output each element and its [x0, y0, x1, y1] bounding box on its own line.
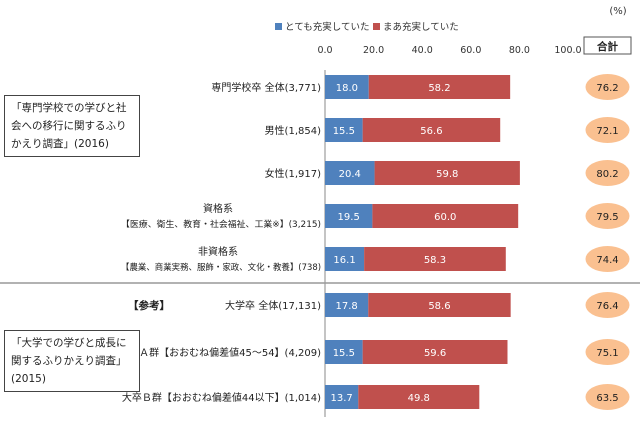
- bar-value-label: 15.5: [333, 348, 355, 359]
- total-value: 72.1: [596, 126, 618, 137]
- category-label: 大卒Ａ群【おおむね偏差値45～54】(4,209): [119, 346, 321, 359]
- bar-segment-0: [325, 204, 373, 228]
- total-value: 76.4: [596, 301, 618, 312]
- x-tick-label: 100.0: [554, 45, 581, 56]
- reference-label: 【参考】: [128, 299, 170, 312]
- category-label-detail: 【医療、衛生、教育・社会福祉、工業※】(3,215): [121, 218, 321, 230]
- total-value: 74.4: [596, 255, 618, 266]
- bar-segment-1: [364, 247, 506, 271]
- total-ellipse: [585, 292, 630, 318]
- bar-value-label: 13.7: [331, 393, 353, 404]
- totals-header-box: [583, 36, 632, 55]
- total-ellipse: [585, 339, 630, 365]
- bar-value-label: 58.2: [428, 83, 450, 94]
- survey-2015-line-1: 「大学での学びと成長に: [11, 337, 127, 349]
- survey-2016-label: 「専門学校での学びと社 会への移行に関するふり かえり調査」(2016): [4, 95, 140, 157]
- x-tick-label: 40.0: [412, 45, 433, 56]
- x-tick-label: 60.0: [460, 45, 481, 56]
- bar-segment-0: [325, 75, 369, 99]
- x-tick-label: 80.0: [509, 45, 530, 56]
- bar-value-label: 59.8: [436, 169, 458, 180]
- survey-2015-line-2: 関するふりかえり調査」: [11, 355, 127, 367]
- bar-segment-0: [325, 293, 369, 317]
- bar-value-label: 17.8: [335, 301, 357, 312]
- bar-segment-1: [368, 293, 511, 317]
- bar-value-label: 56.6: [420, 126, 442, 137]
- bar-segment-1: [362, 340, 508, 364]
- bar-value-label: 59.6: [424, 348, 446, 359]
- survey-2016-line-3: かえり調査」(2016): [11, 138, 109, 150]
- legend-swatch-0: [275, 23, 282, 30]
- total-ellipse: [585, 160, 630, 186]
- bar-segment-0: [325, 340, 363, 364]
- bar-value-label: 60.0: [434, 212, 456, 223]
- bar-value-label: 15.5: [333, 126, 355, 137]
- total-value: 63.5: [596, 393, 618, 404]
- total-ellipse: [585, 384, 630, 410]
- bar-segment-1: [362, 118, 501, 142]
- category-label: 大卒Ｂ群【おおむね偏差値44以下】(1,014): [122, 391, 321, 404]
- bar-value-label: 16.1: [333, 255, 355, 266]
- category-label: 女性(1,917): [265, 167, 322, 180]
- survey-2016-line-2: 会への移行に関するふり: [11, 120, 127, 132]
- bar-segment-0: [325, 247, 365, 271]
- survey-2016-line-1: 「専門学校での学びと社: [11, 102, 127, 114]
- total-ellipse: [585, 203, 630, 229]
- unit-label: (%): [609, 6, 626, 17]
- bar-value-label: 18.0: [336, 83, 358, 94]
- bar-segment-0: [325, 118, 363, 142]
- survey-2015-line-3: (2015): [11, 373, 46, 385]
- bar-segment-1: [358, 385, 480, 409]
- legend-swatch-1: [373, 23, 380, 30]
- category-label: 男性(1,854): [265, 124, 322, 137]
- category-label-main: 資格系: [203, 202, 233, 215]
- total-value: 80.2: [596, 169, 618, 180]
- bar-segment-0: [325, 161, 375, 185]
- bar-segment-1: [372, 204, 519, 228]
- bar-value-label: 58.6: [428, 301, 450, 312]
- x-tick-label: 0.0: [317, 45, 332, 56]
- category-label: 大学卒 全体(17,131): [225, 299, 321, 312]
- category-label-detail: 【農業、商業実務、服飾・家政、文化・教養】(738): [121, 261, 321, 273]
- bar-segment-0: [325, 385, 359, 409]
- total-ellipse: [585, 246, 630, 272]
- bar-value-label: 20.4: [339, 169, 361, 180]
- legend-label-0: とても充実していた: [285, 21, 369, 33]
- bar-value-label: 58.3: [424, 255, 446, 266]
- legend-label-1: まあ充実していた: [383, 21, 459, 33]
- total-value: 79.5: [596, 212, 618, 223]
- total-value: 75.1: [596, 348, 618, 359]
- bar-segment-1: [368, 75, 511, 99]
- survey-2015-label: 「大学での学びと成長に 関するふりかえり調査」 (2015): [4, 330, 140, 392]
- total-value: 76.2: [596, 83, 618, 94]
- x-tick-label: 20.0: [363, 45, 384, 56]
- total-ellipse: [585, 74, 630, 100]
- bar-value-label: 49.8: [408, 393, 430, 404]
- totals-header: 合計: [596, 40, 618, 53]
- bar-value-label: 19.5: [338, 212, 360, 223]
- category-label: 専門学校卒 全体(3,771): [211, 81, 321, 94]
- total-ellipse: [585, 117, 630, 143]
- bar-segment-1: [374, 161, 520, 185]
- category-label-main: 非資格系: [198, 245, 238, 258]
